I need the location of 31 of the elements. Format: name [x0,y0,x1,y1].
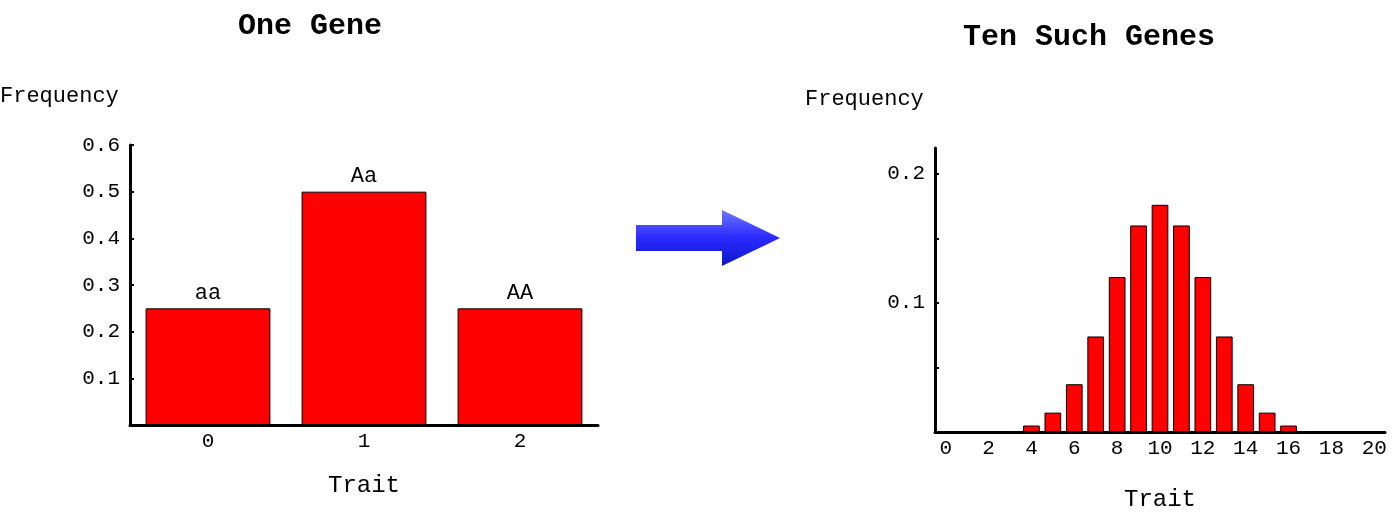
y-tick-label: 0.5 [82,180,120,204]
y-axis-title: Frequency [0,83,119,109]
x-tick-label: 0 [939,437,953,460]
y-tick-label: 0.6 [82,133,120,157]
x-axis-title: Trait [1123,485,1197,513]
x-tick-label: 4 [1025,437,1038,460]
x-tick-label: 16 [1275,437,1302,460]
chart-title: Ten Such Genes [962,20,1216,54]
annotation: aa [194,280,222,306]
x-tick-label: 2 [982,437,995,460]
y-tick-label: 0.1 [82,366,120,390]
x-tick-label: 1 [357,430,371,453]
x-tick-label: 12 [1190,437,1216,460]
x-axis-title: Trait [327,471,401,499]
y-tick-label: 0.1 [887,291,925,315]
y-tick-label: 0.2 [82,320,120,344]
chart-title: One Gene [237,9,383,43]
x-tick-label: 18 [1318,437,1345,460]
x-tick-label: 14 [1233,437,1259,460]
annotation: Aa [350,164,378,190]
annotation: AA [506,280,534,306]
y-axis-title: Frequency [805,86,924,112]
y-tick-label: 0.3 [82,273,120,297]
x-tick-label: 0 [201,430,215,453]
x-tick-label: 2 [513,430,527,453]
x-tick-label: 8 [1110,437,1124,460]
x-tick-label: 6 [1067,437,1081,460]
y-tick-label: 0.2 [887,162,925,186]
x-tick-label: 20 [1361,437,1387,460]
y-tick-label: 0.4 [82,226,120,250]
x-tick-label: 10 [1147,437,1173,460]
